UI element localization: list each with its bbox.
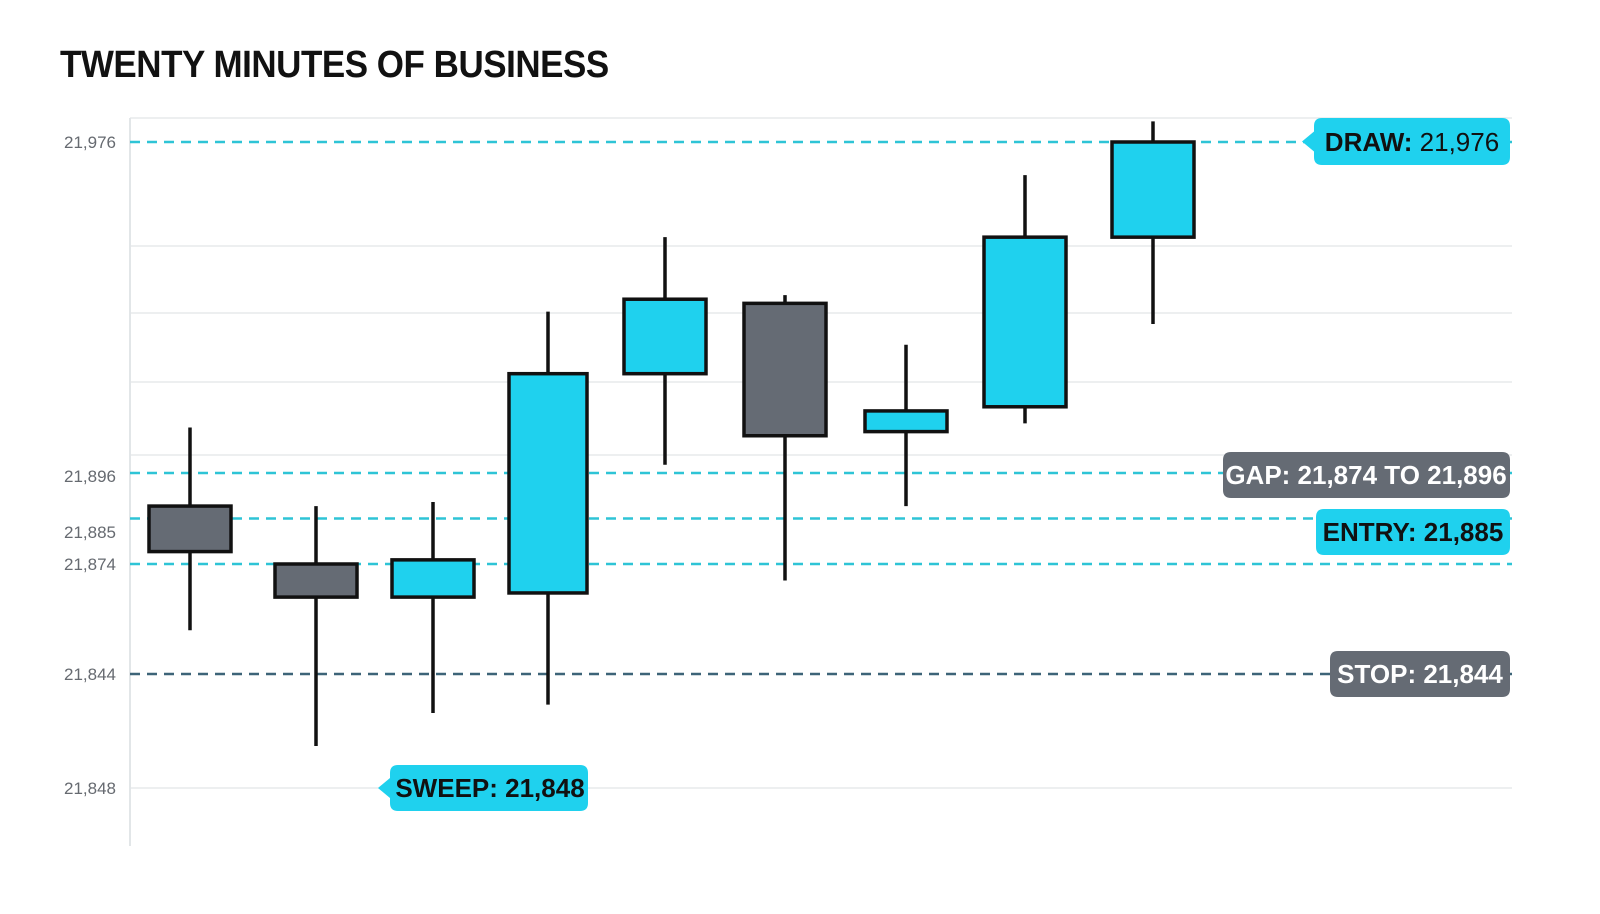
sweep-callout-box <box>378 765 588 811</box>
candle-body-up <box>390 558 476 599</box>
candle-body-down <box>273 562 359 599</box>
draw-callout: DRAW: 21,976 <box>1302 118 1510 165</box>
gap-callout: GAP: 21,874 TO 21,896 <box>1223 452 1510 498</box>
candle-body-up <box>863 409 949 434</box>
candle-body-up <box>507 371 589 595</box>
y-tick-label: 21,848 <box>64 779 116 798</box>
candle <box>1110 121 1196 325</box>
y-tick-label: 21,896 <box>64 467 116 486</box>
sweep-callout: SWEEP: 21,848 <box>378 765 588 811</box>
entry-callout: ENTRY: 21,885 <box>1316 509 1510 555</box>
candle <box>390 501 476 713</box>
candle-body-down <box>742 301 828 438</box>
candle <box>982 175 1068 424</box>
sweep-callout-label: SWEEP: 21,848 <box>395 773 584 803</box>
entry-callout-label: ENTRY: 21,885 <box>1323 517 1504 547</box>
gap-callout-box <box>1223 452 1510 498</box>
stop-callout-box <box>1330 651 1510 697</box>
candle-body-down <box>147 504 233 554</box>
candle <box>273 506 359 747</box>
stop-callout-label: STOP: 21,844 <box>1337 659 1503 689</box>
draw-callout-prefix: DRAW: <box>1325 127 1420 157</box>
candle <box>507 311 589 705</box>
y-tick-label: 21,874 <box>64 555 116 574</box>
gap-callout-label: GAP: 21,874 TO 21,896 <box>1225 460 1506 490</box>
y-tick-label: 21,976 <box>64 133 116 152</box>
y-tick-label: 21,844 <box>64 665 116 684</box>
draw-callout-box <box>1302 118 1510 165</box>
stop-callout: STOP: 21,844 <box>1330 651 1510 697</box>
draw-callout-label: DRAW: 21,976 <box>1325 127 1499 157</box>
candle-body-up <box>982 235 1068 409</box>
entry-callout-box <box>1316 509 1510 555</box>
candle <box>622 237 708 465</box>
draw-callout-value: 21,976 <box>1420 127 1500 157</box>
candle <box>147 427 233 631</box>
y-tick-label: 21,885 <box>64 523 116 542</box>
chart-title: TWENTY MINUTES OF BUSINESS <box>60 44 609 86</box>
candle <box>863 344 949 507</box>
candle <box>742 295 828 581</box>
candle-body-up <box>1110 140 1196 239</box>
candle-body-up <box>622 297 708 376</box>
